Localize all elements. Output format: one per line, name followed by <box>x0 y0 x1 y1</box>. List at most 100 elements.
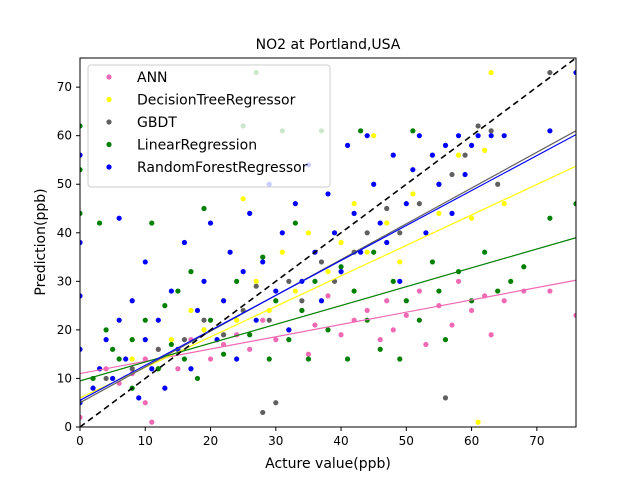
point-linearregression-6 <box>110 346 116 352</box>
x-axis-ticks: 0 10 20 30 40 50 60 70 <box>76 427 544 448</box>
point-gbdt-12 <box>299 298 305 304</box>
point-randomforestregressor-54 <box>397 278 403 284</box>
point-randomforestregressor-64 <box>462 171 468 178</box>
point-gbdt-0 <box>103 375 109 382</box>
point-ann-41 <box>547 288 553 294</box>
point-randomforestregressor-3 <box>80 239 83 246</box>
point-randomforestregressor-46 <box>344 142 351 148</box>
point-ann-5 <box>142 400 148 406</box>
point-ann-23 <box>325 293 331 299</box>
point-ann-27 <box>377 337 383 343</box>
point-randomforestregressor-56 <box>410 167 416 173</box>
point-gbdt-5 <box>220 332 227 338</box>
point-linearregression-45 <box>397 356 403 362</box>
point-linearregression-20 <box>207 317 214 323</box>
point-randomforestregressor-5 <box>90 385 96 391</box>
legend-label-linearregression: LinearRegression <box>137 138 257 154</box>
fit-lines <box>80 58 576 427</box>
point-decisiontreeregressor-18 <box>364 249 370 255</box>
point-randomforestregressor-61 <box>442 142 449 148</box>
point-randomforestregressor-36 <box>279 230 285 236</box>
x-tick-label: 70 <box>529 434 544 448</box>
point-randomforestregressor-66 <box>475 133 481 139</box>
point-decisiontreeregressor-10 <box>253 278 259 284</box>
point-randomforestregressor-12 <box>129 298 135 304</box>
point-linearregression-11 <box>149 220 155 226</box>
point-randomforestregressor-33 <box>260 259 266 265</box>
point-linearregression-58 <box>547 215 553 221</box>
point-linearregression-36 <box>325 327 331 333</box>
point-gbdt-21 <box>442 395 449 401</box>
point-randomforestregressor-58 <box>423 230 429 236</box>
point-gbdt-18 <box>397 230 403 236</box>
point-linearregression-30 <box>286 337 292 343</box>
y-tick-label: 0 <box>64 420 72 434</box>
point-decisiontreeregressor-21 <box>397 259 403 265</box>
point-linearregression-38 <box>344 356 351 362</box>
point-randomforestregressor-13 <box>136 395 142 401</box>
point-linearregression-40 <box>358 128 364 134</box>
point-linearregression-21 <box>220 351 227 357</box>
point-ann-34 <box>449 322 455 328</box>
point-ann-22 <box>312 322 318 328</box>
point-linearregression-51 <box>442 337 449 343</box>
point-linearregression-14 <box>168 341 174 348</box>
point-decisiontreeregressor-13 <box>292 288 298 294</box>
point-linearregression-33 <box>305 356 312 362</box>
x-tick-label: 30 <box>268 434 283 448</box>
point-linearregression-24 <box>247 332 253 338</box>
point-linearregression-15 <box>175 288 181 294</box>
point-linearregression-56 <box>508 278 514 284</box>
y-tick-label: 60 <box>57 129 72 143</box>
point-gbdt-4 <box>201 317 207 323</box>
point-ann-26 <box>364 307 370 314</box>
point-ann-30 <box>403 312 409 318</box>
legend: ANN DecisionTreeRegressor GBDT LinearRegres… <box>87 64 331 188</box>
point-randomforestregressor-28 <box>227 249 233 255</box>
point-linearregression-18 <box>194 375 201 382</box>
point-gbdt-22 <box>449 171 455 178</box>
point-ann-6 <box>142 356 148 362</box>
point-randomforestregressor-16 <box>149 366 155 372</box>
y-tick-label: 30 <box>57 274 72 288</box>
point-gbdt-26 <box>495 181 501 187</box>
point-ann-16 <box>247 346 253 352</box>
point-decisiontreeregressor-4 <box>168 337 174 343</box>
point-linearregression-19 <box>201 205 207 212</box>
point-ann-32 <box>423 341 429 348</box>
point-ann-24 <box>338 332 344 338</box>
x-tick-label: 60 <box>464 434 479 448</box>
y-tick-label: 10 <box>57 371 72 385</box>
point-gbdt-27 <box>547 69 553 76</box>
point-linearregression-44 <box>390 278 396 284</box>
point-randomforestregressor-59 <box>429 152 436 158</box>
fit-line-randomforestregressor <box>80 134 576 401</box>
point-ann-38 <box>488 332 494 338</box>
point-decisiontreeregressor-24 <box>436 210 442 216</box>
point-decisiontreeregressor-5 <box>188 307 194 314</box>
point-ann-31 <box>416 288 422 294</box>
point-randomforestregressor-10 <box>116 215 122 221</box>
legend-label-ann: ANN <box>137 70 168 86</box>
point-ann-18 <box>273 337 279 343</box>
point-randomforestregressor-50 <box>371 181 377 187</box>
fit-line-decisiontreeregressor <box>80 165 576 399</box>
point-randomforestregressor-38 <box>292 201 298 207</box>
point-gbdt-1 <box>129 366 135 372</box>
point-randomforestregressor-68 <box>501 133 507 139</box>
fit-line-linearregression <box>80 237 576 382</box>
point-ann-7 <box>149 419 155 425</box>
point-randomforestregressor-57 <box>416 133 422 139</box>
point-randomforestregressor-42 <box>318 298 325 304</box>
point-randomforestregressor-52 <box>384 239 390 246</box>
point-randomforestregressor-69 <box>547 128 553 134</box>
x-tick-label: 20 <box>203 434 218 448</box>
point-ann-36 <box>468 307 475 314</box>
point-linearregression-59 <box>573 201 576 207</box>
point-ann-35 <box>455 278 462 284</box>
point-linearregression-28 <box>273 298 279 304</box>
point-gbdt-11 <box>286 278 292 284</box>
point-gbdt-19 <box>416 201 422 207</box>
point-gbdt-2 <box>155 346 161 352</box>
point-linearregression-0 <box>80 210 83 216</box>
